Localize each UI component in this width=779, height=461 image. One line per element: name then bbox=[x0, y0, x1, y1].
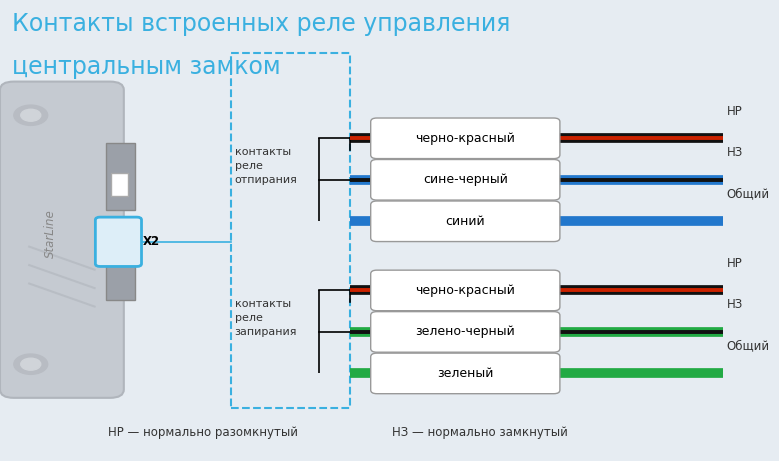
Text: НЗ: НЗ bbox=[727, 146, 743, 159]
Circle shape bbox=[21, 109, 41, 121]
FancyBboxPatch shape bbox=[371, 312, 560, 352]
Text: черно-красный: черно-красный bbox=[415, 132, 515, 145]
FancyBboxPatch shape bbox=[106, 143, 136, 210]
Text: НР — нормально разомкнутый: НР — нормально разомкнутый bbox=[108, 426, 298, 439]
FancyBboxPatch shape bbox=[371, 270, 560, 311]
Text: черно-красный: черно-красный bbox=[415, 284, 515, 297]
Text: Контакты встроенных реле управления: Контакты встроенных реле управления bbox=[12, 12, 510, 35]
Text: StarLine: StarLine bbox=[44, 209, 57, 258]
FancyBboxPatch shape bbox=[371, 201, 560, 242]
Text: центральным замком: центральным замком bbox=[12, 55, 280, 79]
Text: контакты
реле
отпирания: контакты реле отпирания bbox=[234, 147, 298, 185]
Circle shape bbox=[14, 354, 48, 374]
Text: синий: синий bbox=[446, 215, 485, 228]
Text: Общий: Общий bbox=[727, 340, 770, 353]
FancyBboxPatch shape bbox=[111, 173, 128, 196]
FancyBboxPatch shape bbox=[95, 217, 142, 266]
Text: зелено-черный: зелено-черный bbox=[415, 325, 515, 338]
Text: сине-черный: сине-черный bbox=[423, 173, 508, 186]
Text: контакты
реле
запирания: контакты реле запирания bbox=[234, 299, 297, 337]
Text: Общий: Общий bbox=[727, 188, 770, 201]
Text: НЗ — нормально замкнутый: НЗ — нормально замкнутый bbox=[393, 426, 568, 439]
Text: НЗ: НЗ bbox=[727, 298, 743, 311]
Circle shape bbox=[21, 358, 41, 370]
Text: X2: X2 bbox=[143, 235, 160, 248]
Circle shape bbox=[14, 105, 48, 125]
FancyBboxPatch shape bbox=[106, 244, 136, 300]
Text: НР: НР bbox=[727, 257, 742, 270]
FancyBboxPatch shape bbox=[0, 82, 124, 398]
Text: НР: НР bbox=[727, 105, 742, 118]
Text: зеленый: зеленый bbox=[437, 367, 493, 380]
FancyBboxPatch shape bbox=[371, 160, 560, 200]
FancyBboxPatch shape bbox=[371, 353, 560, 394]
FancyBboxPatch shape bbox=[371, 118, 560, 159]
